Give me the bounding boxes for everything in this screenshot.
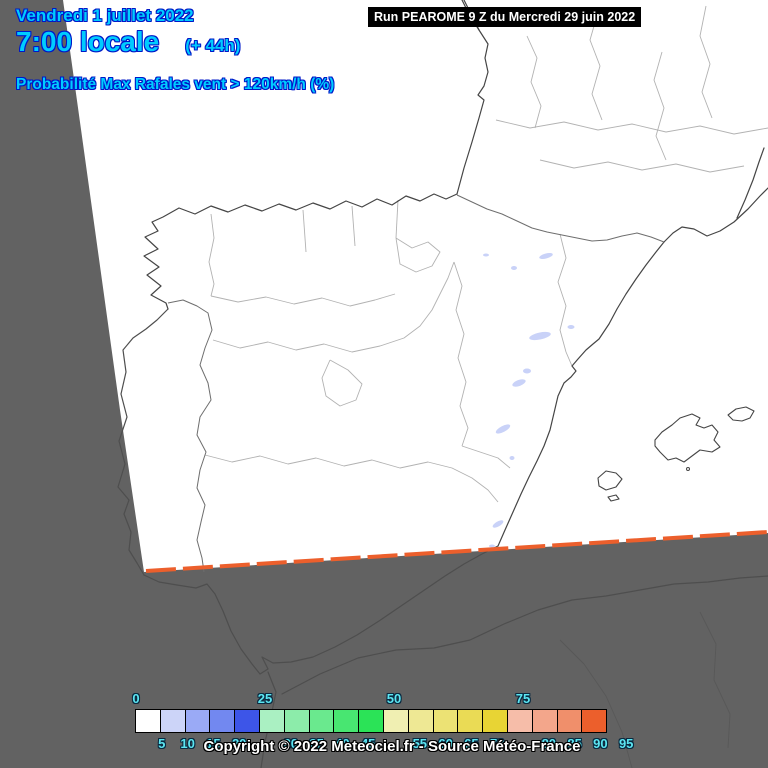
legend-tick-label: 40 (335, 736, 350, 751)
legend-cell (556, 709, 583, 733)
run-info-box: Run PEAROME 9 Z du Mercredi 29 juin 2022 (368, 7, 642, 27)
legend-tick-label: 0 (132, 691, 140, 706)
legend-tick-label: 75 (515, 691, 531, 706)
legend-tick-label: 35 (309, 736, 324, 751)
legend-cell (506, 709, 533, 733)
legend-cell (581, 709, 608, 733)
legend-cell (184, 709, 211, 733)
legend-cell (135, 709, 161, 733)
legend-cell (308, 709, 335, 733)
model-domain-area (63, 0, 768, 572)
copyright-line: Copyright © 2022 Meteociel.fr - Source M… (203, 738, 581, 755)
legend-tick-label: 45 (360, 736, 376, 751)
legend-cell (209, 709, 236, 733)
legend-cell (258, 709, 285, 733)
parameter-title: Probabilité Max Rafales vent > 120km/h (… (16, 76, 335, 93)
legend-tick-label: 70 (489, 736, 505, 751)
legend-tick-label: 20 (231, 736, 247, 751)
legend-cell (333, 709, 360, 733)
legend-tick-label: 15 (206, 736, 221, 751)
legend-tick-label: 95 (618, 736, 634, 751)
legend-tick-label: 5 (158, 736, 166, 751)
legend-tick-label: 25 (257, 691, 273, 706)
legend-cell (382, 709, 409, 733)
legend-cell (482, 709, 508, 733)
admin-boundaries (204, 5, 768, 503)
low-probability-patches (483, 252, 575, 548)
legend-tick-label: 60 (438, 736, 453, 751)
legend-tick-label: 55 (412, 736, 428, 751)
legend-cell (159, 709, 186, 733)
balearic-islands (597, 406, 755, 502)
forecast-time-row: 7:00 locale (+ 44h) (16, 26, 240, 58)
legend-tick-label: 90 (593, 736, 608, 751)
legend-tick-label: 10 (180, 736, 195, 751)
legend-tick-label: 65 (464, 736, 479, 751)
legend-tick-label: 85 (567, 736, 582, 751)
legend-tick-label: 50 (386, 691, 402, 706)
legend-colorbar (135, 709, 608, 733)
legend-tick-label: 30 (283, 736, 299, 751)
legend-cell (283, 709, 310, 733)
legend-cell (407, 709, 434, 733)
legend-tick-label: 80 (541, 736, 557, 751)
legend-cell (358, 709, 384, 733)
forecast-local-time: 7:00 locale (16, 26, 160, 57)
forecast-date: Vendredi 1 juillet 2022 (16, 6, 194, 25)
north-africa-coast (281, 575, 768, 768)
legend-cell (457, 709, 484, 733)
forecast-hour-offset: (+ 44h) (185, 36, 241, 55)
legend-cell (234, 709, 260, 733)
legend-cell (531, 709, 558, 733)
domain-edge-contour (145, 530, 768, 573)
legend-cell (432, 709, 459, 733)
